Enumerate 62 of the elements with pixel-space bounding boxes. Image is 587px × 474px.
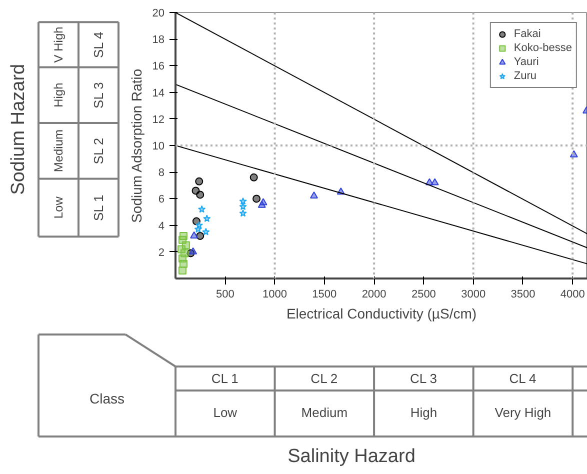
x-tick-label: 2500 (411, 288, 436, 300)
text: CL 3 (410, 371, 437, 386)
point (178, 266, 186, 275)
x-tick-label: 1500 (312, 288, 337, 300)
text: Low (52, 196, 66, 219)
x-tick-label: 4000 (560, 288, 585, 300)
text: SL 1 (91, 194, 106, 222)
point (196, 232, 204, 240)
point (239, 209, 247, 217)
point (310, 192, 318, 199)
text: Medium (52, 129, 66, 172)
text: SL 3 (91, 82, 106, 108)
point (430, 178, 439, 186)
text: Sodium Hazard (8, 64, 29, 195)
point (239, 202, 247, 210)
x-axis-title: Electrical Conductivity (µS/cm) (286, 306, 477, 322)
y-tick-label: 20 (152, 8, 165, 20)
point (239, 197, 247, 205)
point (189, 247, 198, 254)
y-tick-label: 18 (152, 34, 165, 46)
y-tick-label: 10 (152, 140, 165, 152)
point (196, 190, 204, 199)
text: SL 2 (91, 138, 106, 164)
point (570, 150, 578, 158)
text: High (410, 405, 438, 420)
text: Low (213, 405, 238, 420)
point (198, 205, 206, 213)
text: V High (52, 26, 66, 63)
y-tick-label: 6 (158, 194, 165, 206)
point (190, 231, 198, 238)
y-tick-label: 2 (158, 246, 165, 259)
x-tick-label: 2000 (362, 288, 386, 300)
point (250, 173, 258, 182)
text: Very High (494, 405, 552, 420)
y-tick-label: 14 (152, 87, 165, 100)
text: High (52, 82, 66, 108)
y-tick-label: 16 (152, 60, 165, 73)
y-tick-label: 8 (158, 167, 165, 180)
point (194, 225, 202, 233)
x-tick-label: 3000 (461, 288, 486, 300)
point (202, 228, 210, 236)
legend-label: Zuru (514, 70, 537, 82)
x-tick-label: 3500 (510, 288, 536, 300)
y-tick-label: 4 (158, 220, 165, 232)
point (195, 177, 204, 186)
text: SL 4 (91, 32, 106, 58)
text: Medium (301, 405, 348, 420)
text: CL 1 (211, 371, 238, 386)
y-axis-title: Sodium Adsorption Ratio (128, 68, 144, 223)
point (252, 194, 261, 203)
y-tick-label: 12 (152, 114, 165, 126)
point (203, 214, 211, 222)
text: Salinity Hazard (288, 446, 416, 467)
text: Class (89, 390, 125, 406)
x-tick-label: 1000 (262, 288, 288, 300)
legend-label: Koko-besse (514, 42, 572, 54)
x-tick-label: 500 (216, 288, 234, 300)
point (258, 200, 266, 208)
text: CL 2 (310, 371, 338, 386)
legend-label: Fakai (514, 28, 541, 40)
legend-label: Yauri (514, 56, 539, 68)
text: CL 4 (509, 371, 536, 386)
